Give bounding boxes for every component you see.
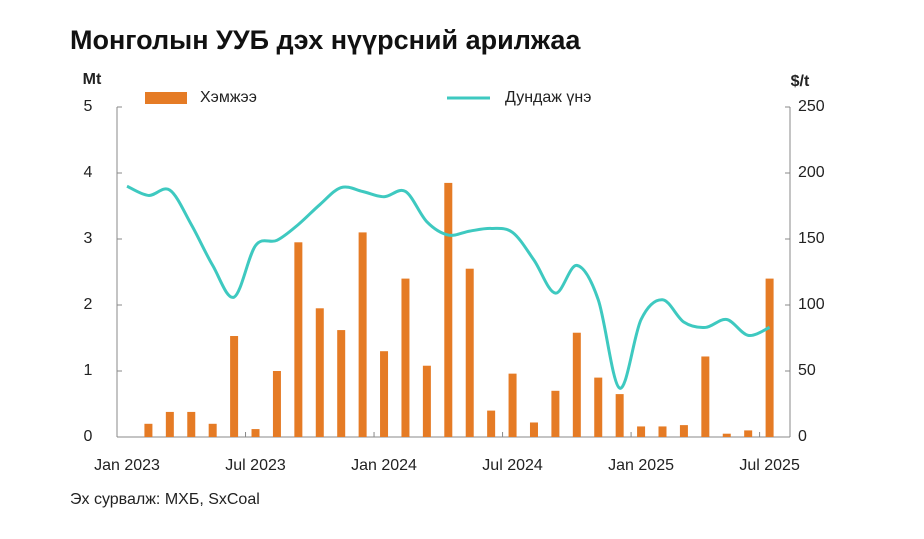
x-tick-label: Jul 2024	[482, 457, 543, 474]
y-tick-label: 2	[84, 296, 93, 313]
y2-tick-label: 150	[798, 230, 825, 247]
legend-swatch	[145, 92, 187, 104]
bar	[251, 429, 260, 437]
y-tick-label: 1	[84, 362, 93, 379]
bar	[144, 423, 153, 437]
y2-tick-label: 100	[798, 296, 825, 313]
bar	[594, 377, 603, 437]
y2-tick-label: 0	[798, 428, 807, 445]
bar	[744, 430, 753, 437]
bar	[465, 268, 474, 437]
bar	[658, 426, 667, 437]
bar	[679, 425, 688, 437]
bar	[551, 390, 560, 437]
bar	[401, 278, 410, 437]
y-tick-label: 4	[84, 164, 93, 181]
source-note: Эх сурвалж: МХБ, SxCoal	[70, 491, 260, 508]
y2-tick-label: 50	[798, 362, 816, 379]
bar	[208, 423, 217, 437]
legend-label: Хэмжээ	[200, 89, 257, 106]
x-tick-label: Jul 2023	[225, 457, 286, 474]
bar	[187, 411, 196, 437]
x-tick-label: Jul 2025	[739, 457, 800, 474]
y2-tick-label: 250	[798, 98, 825, 115]
bar	[572, 332, 581, 437]
bar	[380, 351, 389, 437]
bar	[272, 371, 281, 437]
bar	[529, 422, 538, 437]
bar	[230, 336, 239, 437]
bar	[337, 330, 346, 437]
bar	[701, 356, 710, 437]
bar	[615, 394, 624, 437]
bar	[422, 365, 431, 437]
y-tick-label: 0	[84, 428, 93, 445]
x-tick-label: Jan 2024	[351, 457, 417, 474]
y2-tick-label: 200	[798, 164, 825, 181]
y2-axis-label: $/t	[791, 73, 810, 90]
bar	[165, 411, 174, 437]
bar	[722, 433, 731, 437]
bar	[294, 242, 303, 437]
chart-title: Монголын УУБ дэх нүүрсний арилжаа	[70, 25, 581, 55]
bar	[358, 232, 367, 437]
bar	[508, 373, 517, 437]
y-tick-label: 3	[84, 230, 93, 247]
y-tick-label: 5	[84, 98, 93, 115]
bar	[487, 410, 496, 437]
y-axis-label: Mt	[83, 71, 102, 88]
bar	[765, 278, 774, 437]
bar	[315, 308, 324, 437]
bar	[637, 426, 646, 437]
x-tick-label: Jan 2025	[608, 457, 674, 474]
price-line	[126, 184, 771, 390]
bar	[444, 182, 453, 437]
x-tick-label: Jan 2023	[94, 457, 160, 474]
legend-label: Дундаж үнэ	[505, 89, 591, 106]
